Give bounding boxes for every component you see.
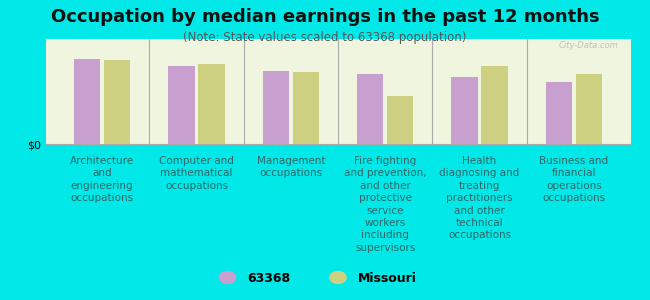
Bar — [576, 74, 602, 144]
Text: City-Data.com: City-Data.com — [559, 41, 619, 50]
Text: Architecture
and
engineering
occupations: Architecture and engineering occupations — [70, 156, 134, 203]
Bar — [545, 82, 572, 144]
Bar — [104, 60, 131, 144]
Text: Missouri: Missouri — [358, 272, 417, 286]
Bar — [482, 66, 508, 144]
Text: 63368: 63368 — [247, 272, 290, 286]
Text: Health
diagnosing and
treating
practitioners
and other
technical
occupations: Health diagnosing and treating practitio… — [439, 156, 519, 240]
Bar — [168, 66, 194, 144]
Text: Computer and
mathematical
occupations: Computer and mathematical occupations — [159, 156, 234, 191]
Bar — [357, 74, 384, 144]
Text: Occupation by median earnings in the past 12 months: Occupation by median earnings in the pas… — [51, 8, 599, 26]
Text: Management
occupations: Management occupations — [257, 156, 325, 178]
Text: Business and
financial
operations
occupations: Business and financial operations occupa… — [540, 156, 608, 203]
Text: Fire fighting
and prevention,
and other
protective
service
workers
including
sup: Fire fighting and prevention, and other … — [344, 156, 426, 253]
Bar — [451, 77, 478, 144]
Bar — [387, 96, 413, 144]
Bar — [263, 71, 289, 144]
Text: (Note: State values scaled to 63368 population): (Note: State values scaled to 63368 popu… — [183, 32, 467, 44]
Bar — [198, 64, 225, 144]
Bar — [292, 72, 319, 144]
Bar — [74, 59, 100, 144]
